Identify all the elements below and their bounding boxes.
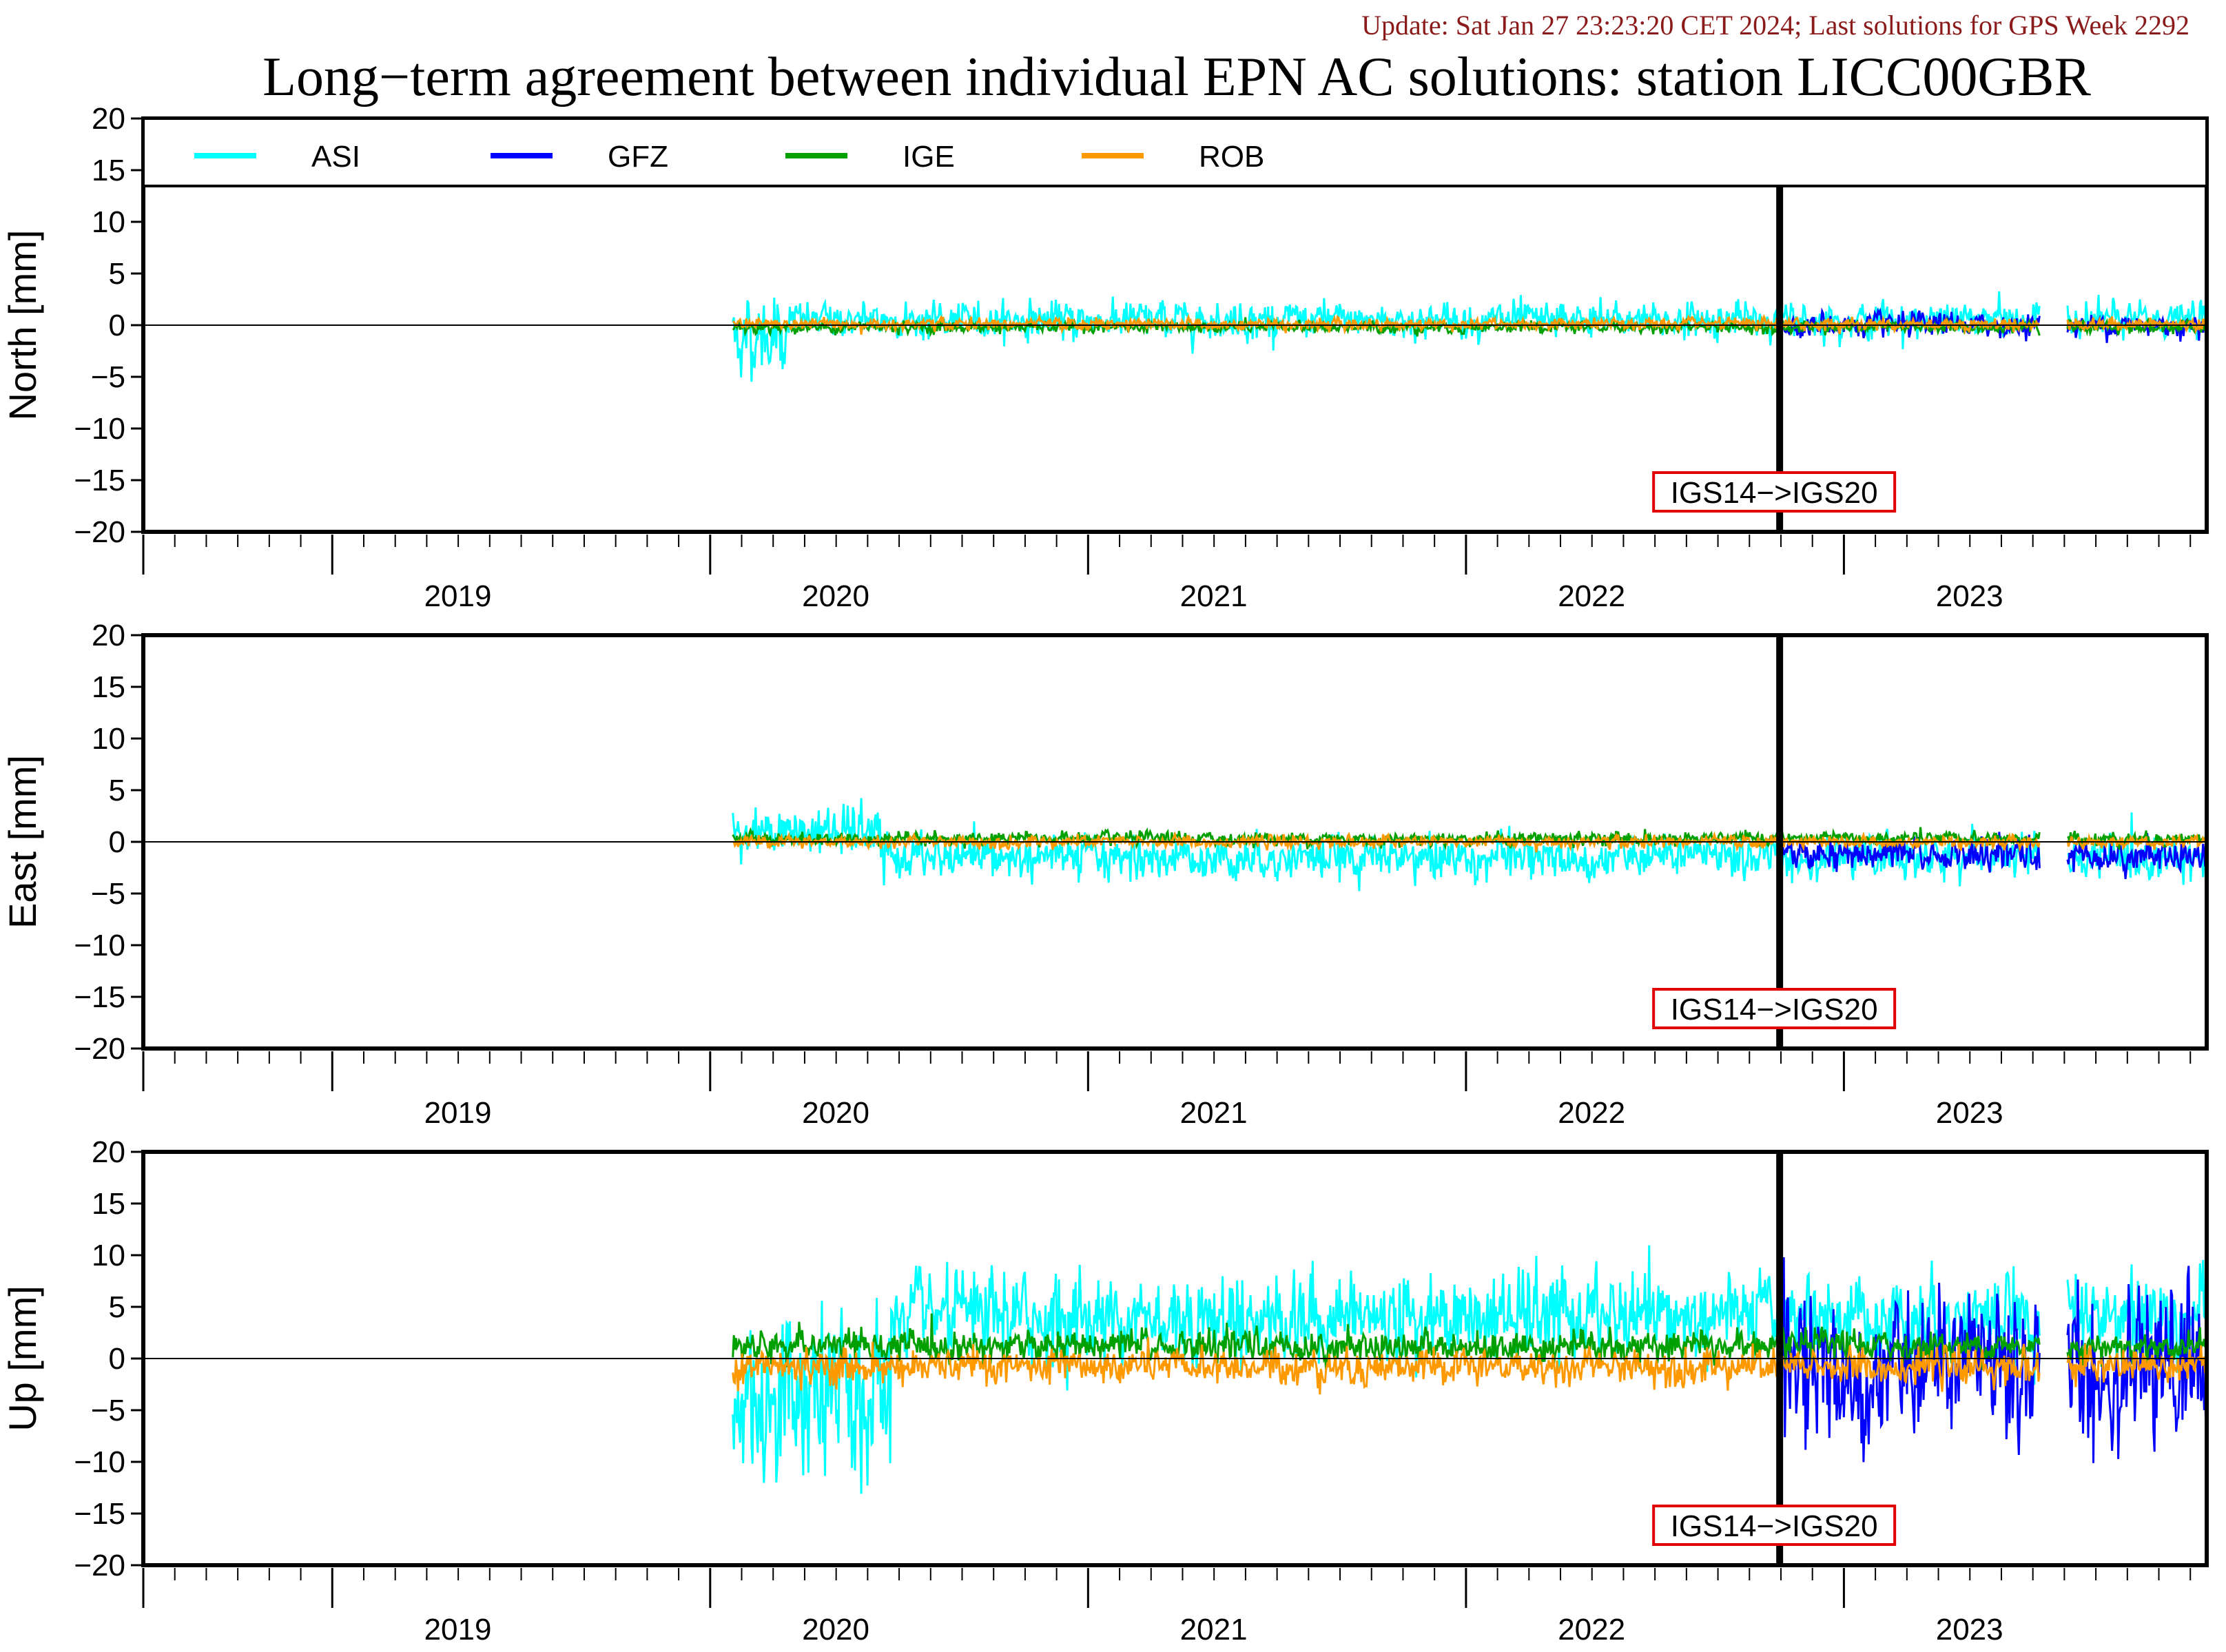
panel-up: IGS14−>IGS20 20 15 10 5 0 −5 −10 −15 −20 2019 2020 2…: [1, 1135, 2209, 1646]
y-tick-label: −15: [74, 980, 125, 1014]
y-tick-label: −5: [91, 360, 125, 394]
y-tick-label: 0: [109, 309, 125, 342]
y-tick-label: −20: [74, 515, 125, 549]
x-tick-label-2023: 2023: [1936, 579, 2003, 613]
legend-box: [142, 117, 2208, 187]
legend-label-gfz: GFZ: [608, 140, 668, 174]
x-tick-label-2021: 2021: [1180, 1613, 1248, 1646]
y-tick-label: −10: [74, 412, 125, 446]
series-rob-east: [732, 831, 2207, 853]
y-tick-label: −5: [91, 877, 125, 911]
y-tick-label: 15: [92, 154, 125, 187]
series-gfz-east: [1778, 832, 2207, 880]
y-tick-label: 0: [109, 825, 125, 859]
legend-label-ige: IGE: [903, 140, 955, 174]
y-tick-label: −15: [74, 464, 125, 497]
y-tick-label: −5: [91, 1394, 125, 1427]
panel-east: IGS14−>IGS20 20 15 10 5 0 −5 −10 −15 −20 2019 2020 2…: [1, 619, 2209, 1130]
panel-north: IGS14−>IGS20 20 15 10 5 0 −5 −10 −15 −20 2019 2020 2…: [1, 102, 2209, 613]
y-tick-label: 15: [92, 1187, 125, 1221]
x-tick-label-2020: 2020: [802, 579, 869, 613]
x-tick-label-2020: 2020: [802, 1613, 869, 1646]
frame-change-box: [1652, 471, 1897, 513]
update-notice: Update: Sat Jan 27 23:23:20 CET 2024; La…: [1361, 10, 2189, 41]
frame-change-box: [1652, 988, 1897, 1029]
legend: ASI GFZ IGE ROB: [142, 117, 2208, 187]
y-tick-label: −10: [74, 929, 125, 962]
x-tick-label-2023: 2023: [1936, 1096, 2003, 1130]
y-tick-label: 5: [109, 1290, 125, 1324]
y-tick-label: 5: [109, 774, 125, 807]
y-tick-label: 10: [92, 1239, 125, 1272]
y-tick-label: −20: [74, 1549, 125, 1582]
x-tick-label-2020: 2020: [802, 1096, 869, 1130]
x-tick-label-2019: 2019: [424, 1613, 492, 1646]
legend-label-rob: ROB: [1199, 140, 1264, 174]
y-tick-label: 20: [92, 102, 125, 136]
y-tick-label: −15: [74, 1497, 125, 1531]
x-tick-label-2022: 2022: [1558, 1096, 1625, 1130]
legend-label-asi: ASI: [311, 140, 360, 174]
x-tick-label-2022: 2022: [1558, 1613, 1625, 1646]
y-tick-label: −10: [74, 1445, 125, 1479]
frame-change-box: [1652, 1505, 1897, 1546]
frame-change-label: IGS14−>IGS20: [1671, 993, 1878, 1026]
y-tick-label: 15: [92, 670, 125, 704]
x-tick-label-2019: 2019: [424, 579, 492, 613]
y-axis-title: North [mm]: [1, 230, 44, 421]
y-tick-label: 0: [109, 1342, 125, 1376]
frame-change-label: IGS14−>IGS20: [1671, 1509, 1878, 1543]
figure-title: Long−term agreement between individual E…: [262, 47, 2091, 107]
y-tick-label: 20: [92, 619, 125, 652]
x-tick-label-2019: 2019: [424, 1096, 492, 1130]
frame-change-label: IGS14−>IGS20: [1671, 476, 1878, 510]
y-tick-label: 10: [92, 722, 125, 756]
x-tick-label-2023: 2023: [1936, 1613, 2003, 1646]
y-tick-label: −20: [74, 1032, 125, 1066]
y-tick-label: 20: [92, 1135, 125, 1169]
x-tick-label-2021: 2021: [1180, 579, 1248, 613]
series-asi-north: [732, 291, 2207, 382]
x-tick-label-2021: 2021: [1180, 1096, 1248, 1130]
y-axis-title: Up [mm]: [1, 1286, 44, 1432]
y-tick-label: 5: [109, 257, 125, 291]
x-tick-label-2022: 2022: [1558, 579, 1625, 613]
y-axis-title: East [mm]: [1, 755, 44, 929]
y-tick-label: 10: [92, 205, 125, 239]
